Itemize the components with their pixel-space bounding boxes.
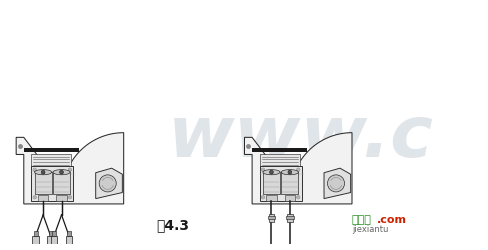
Ellipse shape: [35, 170, 52, 175]
Circle shape: [269, 170, 273, 174]
Bar: [267, 216, 275, 219]
Bar: [56, 196, 66, 201]
Circle shape: [99, 175, 116, 192]
Bar: [286, 214, 292, 222]
Bar: [66, 236, 72, 246]
Bar: [34, 232, 38, 236]
Bar: [50, 236, 57, 246]
Bar: [53, 172, 70, 195]
Bar: [268, 214, 274, 222]
Bar: [31, 246, 40, 250]
Bar: [31, 154, 71, 168]
Ellipse shape: [263, 170, 280, 175]
Bar: [259, 154, 299, 168]
Circle shape: [33, 168, 37, 172]
Bar: [52, 232, 56, 236]
Polygon shape: [96, 168, 122, 199]
Text: jiexiantu: jiexiantu: [352, 224, 388, 233]
Circle shape: [261, 168, 264, 172]
Polygon shape: [244, 133, 351, 204]
Bar: [67, 232, 71, 236]
Circle shape: [33, 196, 37, 199]
Polygon shape: [16, 133, 123, 204]
Circle shape: [287, 170, 291, 174]
Bar: [31, 167, 73, 201]
Bar: [49, 246, 58, 250]
Bar: [284, 196, 294, 201]
Ellipse shape: [53, 170, 70, 175]
Bar: [47, 236, 54, 246]
Text: 接线图: 接线图: [350, 214, 370, 224]
Circle shape: [296, 168, 299, 172]
Circle shape: [60, 170, 63, 174]
Circle shape: [296, 196, 299, 199]
Bar: [259, 167, 301, 201]
Circle shape: [68, 196, 71, 199]
Text: 图4.3: 图4.3: [156, 217, 188, 231]
Bar: [49, 232, 53, 236]
Bar: [35, 172, 52, 195]
Ellipse shape: [281, 170, 298, 175]
Bar: [252, 148, 307, 152]
Bar: [32, 236, 39, 246]
Bar: [266, 196, 276, 201]
Text: .com: .com: [376, 214, 406, 224]
Bar: [46, 246, 55, 250]
Text: www.c: www.c: [167, 102, 432, 171]
Bar: [24, 148, 79, 152]
Circle shape: [327, 175, 344, 192]
Polygon shape: [324, 168, 350, 199]
Circle shape: [68, 168, 71, 172]
Bar: [38, 196, 48, 201]
Circle shape: [261, 196, 264, 199]
Circle shape: [41, 170, 45, 174]
Bar: [263, 172, 280, 195]
Bar: [281, 172, 298, 195]
Bar: [65, 246, 73, 250]
Bar: [285, 216, 293, 219]
